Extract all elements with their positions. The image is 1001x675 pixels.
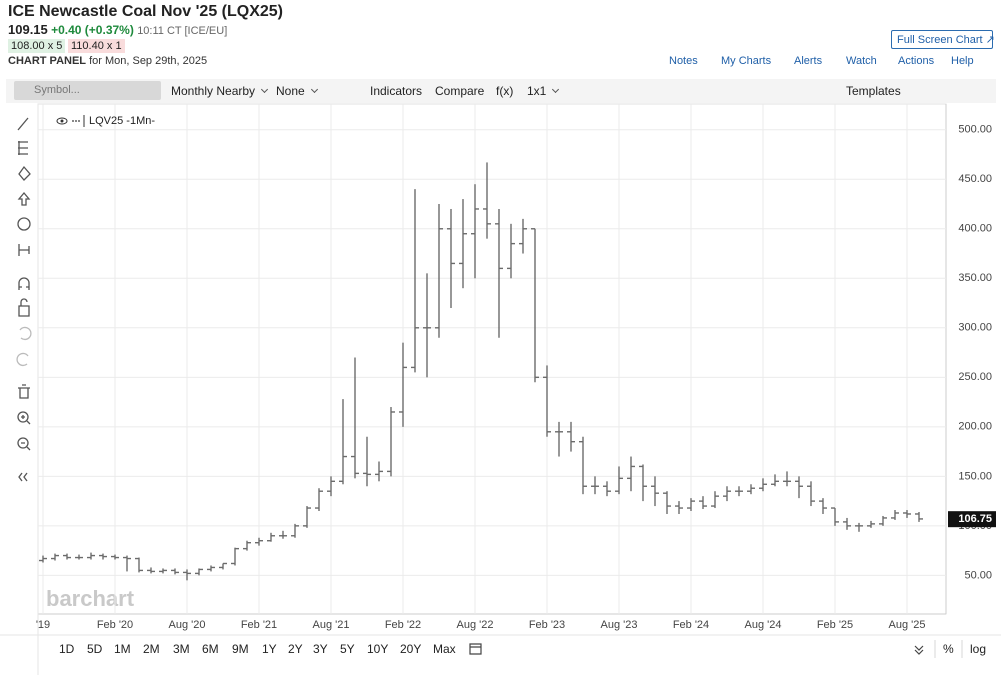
y-tick-label: 400.00 (958, 223, 992, 235)
x-tick-label: Feb '22 (385, 619, 421, 631)
drawing-tools (16, 117, 32, 482)
toolbar-item[interactable]: Compare (435, 84, 485, 98)
x-tick-label: Feb '21 (241, 619, 277, 631)
bid: 108.00 x 5 (8, 39, 66, 53)
legend-label: LQV25 -1Mn- (89, 115, 155, 127)
fullscreen-button[interactable]: Full Screen Chart ↗ (891, 30, 995, 49)
ask: 110.40 x 1 (68, 39, 125, 53)
y-tick-label: 500.00 (958, 124, 992, 136)
legend: LQV25 -1Mn- (56, 115, 155, 127)
range-button[interactable]: 1M (114, 642, 131, 656)
tool-undo[interactable] (19, 326, 32, 341)
menu-dot (72, 120, 74, 122)
link[interactable]: Actions (898, 55, 935, 67)
tool-redo[interactable] (16, 352, 29, 367)
scale-option[interactable]: % (943, 642, 954, 656)
y-tick-label: 150.00 (958, 470, 992, 482)
tool-annotation[interactable] (17, 217, 31, 231)
link[interactable]: Notes (669, 55, 698, 67)
x-tick-label: Feb '23 (529, 619, 565, 631)
x-tick-label: Aug '20 (169, 619, 206, 631)
tool-shape[interactable] (18, 165, 31, 181)
title: ICE Newcastle Coal Nov '25 (LQX25) (8, 3, 284, 20)
x-tick-label: Feb '24 (673, 619, 709, 631)
expand-icon[interactable] (914, 645, 924, 655)
last-price: 109.15 (8, 22, 48, 37)
x-tick-label: '19 (36, 619, 50, 631)
toolbar-item[interactable]: None (276, 84, 317, 98)
x-tick-label: Feb '25 (817, 619, 853, 631)
panel-info: CHART PANEL for Mon, Sep 29th, 2025 (8, 55, 207, 67)
collapse-sidebar[interactable] (18, 472, 28, 482)
y-tick-label: 300.00 (958, 322, 992, 334)
fullscreen-label: Full Screen Chart (897, 34, 983, 46)
y-tick-label: 250.00 (958, 371, 992, 383)
quote-time: 10:11 CT [ICE/EU] (137, 25, 228, 37)
range-button[interactable]: 1Y (262, 642, 277, 656)
y-tick-label: 350.00 (958, 272, 992, 284)
toolbar-item[interactable]: Monthly Nearby (171, 84, 267, 98)
range-button[interactable]: 10Y (367, 642, 389, 656)
scale-option[interactable]: log (970, 642, 987, 656)
x-tick-label: Aug '22 (457, 619, 494, 631)
eye-icon[interactable] (56, 117, 68, 125)
y-tick-label: 450.00 (958, 173, 992, 185)
tool-magnet[interactable] (18, 277, 30, 290)
tool-measure[interactable] (18, 244, 30, 256)
range-button[interactable]: 9M (232, 642, 249, 656)
range-button[interactable]: 2Y (288, 642, 303, 656)
x-tick-label: Feb '20 (97, 619, 133, 631)
tool-line[interactable] (17, 117, 29, 131)
plot-area (37, 103, 947, 615)
panel-date: for Mon, Sep 29th, 2025 (89, 55, 208, 67)
range-button[interactable]: Max (433, 642, 456, 656)
tool-lock[interactable] (18, 298, 30, 317)
last-price-box (948, 511, 996, 528)
x-tick-label: Aug '24 (745, 619, 782, 631)
x-tick-label: Aug '25 (889, 619, 926, 631)
range-button[interactable]: 5D (87, 642, 103, 656)
tool-arrow[interactable] (17, 191, 31, 206)
y-tick-label: 50.00 (964, 569, 992, 581)
tool-zoom-out[interactable] (17, 437, 29, 449)
toolbar-item[interactable]: 1x1 (527, 84, 558, 98)
range-button[interactable]: 3Y (313, 642, 328, 656)
range-button[interactable]: 5Y (340, 642, 355, 656)
link[interactable]: Alerts (794, 55, 823, 67)
toolbar-item[interactable]: Indicators (370, 84, 423, 98)
range-button[interactable]: 6M (202, 642, 219, 656)
range-button[interactable]: 1D (59, 642, 75, 656)
link[interactable]: My Charts (721, 55, 772, 67)
x-tick-label: Aug '23 (601, 619, 638, 631)
tool-zoom-in[interactable] (17, 411, 29, 423)
tool-zoom-in-mark (21, 415, 31, 425)
symbol-input[interactable]: Symbol... (14, 81, 161, 100)
price-change: +0.40 (+0.37%) (51, 23, 134, 37)
calendar-icon[interactable] (469, 643, 482, 655)
watermark: barchart (46, 586, 135, 611)
tool-fib[interactable] (18, 141, 28, 155)
x-tick-label: Aug '21 (313, 619, 350, 631)
range-button[interactable]: 20Y (400, 642, 422, 656)
ohlc-series (39, 162, 923, 581)
quote: 109.15 +0.40 (+0.37%) 10:11 CT [ICE/EU] (8, 22, 227, 37)
panel-label: CHART PANEL (8, 55, 87, 67)
templates[interactable]: Templates (846, 84, 901, 98)
y-tick-label: 200.00 (958, 421, 992, 433)
menu-dot (75, 120, 77, 122)
link[interactable]: Help (951, 55, 974, 67)
tool-delete[interactable] (18, 384, 30, 399)
eye-pupil (60, 119, 64, 123)
link[interactable]: Watch (846, 55, 877, 67)
range-button[interactable]: 3M (173, 642, 190, 656)
toolbar-item[interactable]: f(x) (496, 84, 514, 98)
range-button[interactable]: 2M (143, 642, 160, 656)
menu-dot (78, 120, 80, 122)
last-price-label: 106.75 (958, 513, 992, 525)
tool-zoom-out-mark (21, 442, 31, 451)
